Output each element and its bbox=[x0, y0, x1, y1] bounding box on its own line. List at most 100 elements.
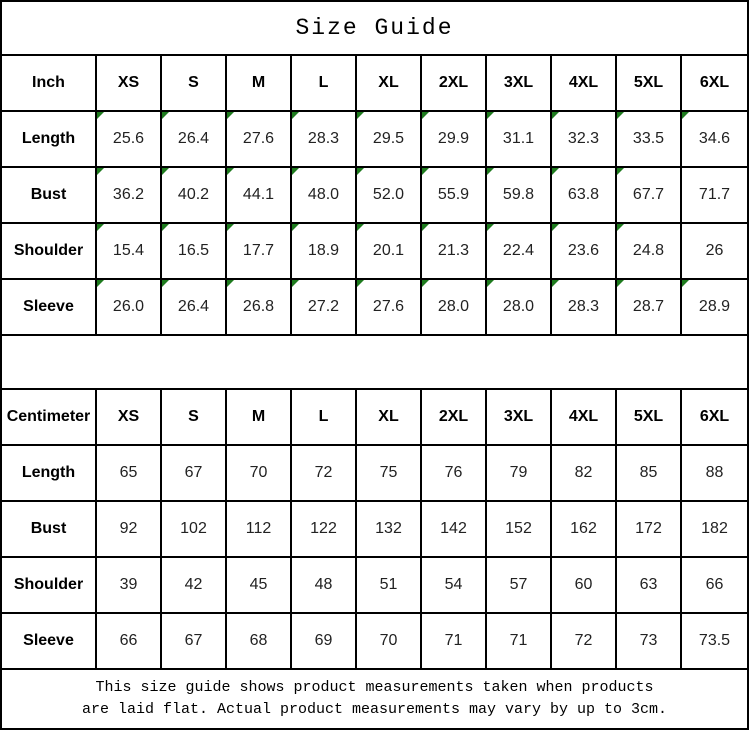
column-header: XS bbox=[97, 390, 162, 446]
comment-marker-icon bbox=[617, 224, 624, 231]
comment-marker-icon bbox=[227, 112, 234, 119]
comment-marker-icon bbox=[617, 280, 624, 287]
data-cell: 71 bbox=[422, 614, 487, 670]
comment-marker-icon bbox=[552, 168, 559, 175]
data-cell: 33.5 bbox=[617, 112, 682, 168]
column-header: M bbox=[227, 390, 292, 446]
data-cell: 44.1 bbox=[227, 168, 292, 224]
comment-marker-icon bbox=[487, 280, 494, 287]
data-cell: 67.7 bbox=[617, 168, 682, 224]
data-cell: 63 bbox=[617, 558, 682, 614]
data-cell: 182 bbox=[682, 502, 747, 558]
data-cell: 75 bbox=[357, 446, 422, 502]
column-header: 3XL bbox=[487, 390, 552, 446]
data-cell: 85 bbox=[617, 446, 682, 502]
data-cell: 18.9 bbox=[292, 224, 357, 280]
row-label: Sleeve bbox=[2, 614, 97, 670]
comment-marker-icon bbox=[552, 112, 559, 119]
data-cell: 59.8 bbox=[487, 168, 552, 224]
data-cell: 69 bbox=[292, 614, 357, 670]
data-cell: 28.3 bbox=[552, 280, 617, 336]
data-cell: 172 bbox=[617, 502, 682, 558]
data-cell: 70 bbox=[227, 446, 292, 502]
row-label: Bust bbox=[2, 168, 97, 224]
centimeter-table: Centimeter XS S M L XL 2XL 3XL 4XL 5XL 6XL Length 65… bbox=[2, 390, 747, 670]
column-header: 5XL bbox=[617, 56, 682, 112]
data-cell: 26.0 bbox=[97, 280, 162, 336]
data-cell: 26.8 bbox=[227, 280, 292, 336]
comment-marker-icon bbox=[617, 168, 624, 175]
row-label: Bust bbox=[2, 502, 97, 558]
comment-marker-icon bbox=[292, 280, 299, 287]
data-cell: 45 bbox=[227, 558, 292, 614]
data-cell: 142 bbox=[422, 502, 487, 558]
comment-marker-icon bbox=[292, 168, 299, 175]
data-cell: 68 bbox=[227, 614, 292, 670]
row-label: Shoulder bbox=[2, 558, 97, 614]
row-label: Shoulder bbox=[2, 224, 97, 280]
comment-marker-icon bbox=[227, 168, 234, 175]
data-cell: 76 bbox=[422, 446, 487, 502]
data-cell: 28.3 bbox=[292, 112, 357, 168]
data-cell: 88 bbox=[682, 446, 747, 502]
data-cell: 28.7 bbox=[617, 280, 682, 336]
comment-marker-icon bbox=[552, 280, 559, 287]
column-header: S bbox=[162, 56, 227, 112]
comment-marker-icon bbox=[552, 224, 559, 231]
data-cell: 72 bbox=[292, 446, 357, 502]
data-cell: 67 bbox=[162, 614, 227, 670]
column-header: 4XL bbox=[552, 56, 617, 112]
comment-marker-icon bbox=[487, 168, 494, 175]
data-cell: 92 bbox=[97, 502, 162, 558]
data-cell: 26.4 bbox=[162, 280, 227, 336]
comment-marker-icon bbox=[487, 112, 494, 119]
row-label: Length bbox=[2, 112, 97, 168]
data-cell: 60 bbox=[552, 558, 617, 614]
comment-marker-icon bbox=[97, 112, 104, 119]
page-title: Size Guide bbox=[295, 15, 454, 41]
comment-marker-icon bbox=[292, 112, 299, 119]
data-cell: 66 bbox=[682, 558, 747, 614]
row-label: Length bbox=[2, 446, 97, 502]
data-cell: 26 bbox=[682, 224, 747, 280]
comment-marker-icon bbox=[422, 112, 429, 119]
column-header: M bbox=[227, 56, 292, 112]
data-cell: 48.0 bbox=[292, 168, 357, 224]
comment-marker-icon bbox=[357, 224, 364, 231]
comment-marker-icon bbox=[162, 168, 169, 175]
data-cell: 72 bbox=[552, 614, 617, 670]
column-header: XS bbox=[97, 56, 162, 112]
data-cell: 54 bbox=[422, 558, 487, 614]
data-cell: 152 bbox=[487, 502, 552, 558]
data-cell: 29.5 bbox=[357, 112, 422, 168]
data-cell: 42 bbox=[162, 558, 227, 614]
column-header: S bbox=[162, 390, 227, 446]
data-cell: 79 bbox=[487, 446, 552, 502]
data-cell: 71 bbox=[487, 614, 552, 670]
comment-marker-icon bbox=[357, 168, 364, 175]
data-cell: 28.9 bbox=[682, 280, 747, 336]
comment-marker-icon bbox=[227, 280, 234, 287]
comment-marker-icon bbox=[422, 280, 429, 287]
comment-marker-icon bbox=[97, 224, 104, 231]
comment-marker-icon bbox=[162, 112, 169, 119]
data-cell: 23.6 bbox=[552, 224, 617, 280]
column-header: 2XL bbox=[422, 56, 487, 112]
column-header: 3XL bbox=[487, 56, 552, 112]
data-cell: 17.7 bbox=[227, 224, 292, 280]
data-cell: 162 bbox=[552, 502, 617, 558]
footer-line-1: This size guide shows product measuremen… bbox=[95, 679, 654, 697]
data-cell: 132 bbox=[357, 502, 422, 558]
data-cell: 112 bbox=[227, 502, 292, 558]
title-bar: Size Guide bbox=[2, 2, 747, 56]
data-cell: 36.2 bbox=[97, 168, 162, 224]
data-cell: 52.0 bbox=[357, 168, 422, 224]
footer-note: This size guide shows product measuremen… bbox=[2, 670, 747, 728]
data-cell: 73.5 bbox=[682, 614, 747, 670]
data-cell: 28.0 bbox=[487, 280, 552, 336]
data-cell: 73 bbox=[617, 614, 682, 670]
data-cell: 16.5 bbox=[162, 224, 227, 280]
comment-marker-icon bbox=[162, 280, 169, 287]
comment-marker-icon bbox=[682, 112, 689, 119]
data-cell: 15.4 bbox=[97, 224, 162, 280]
